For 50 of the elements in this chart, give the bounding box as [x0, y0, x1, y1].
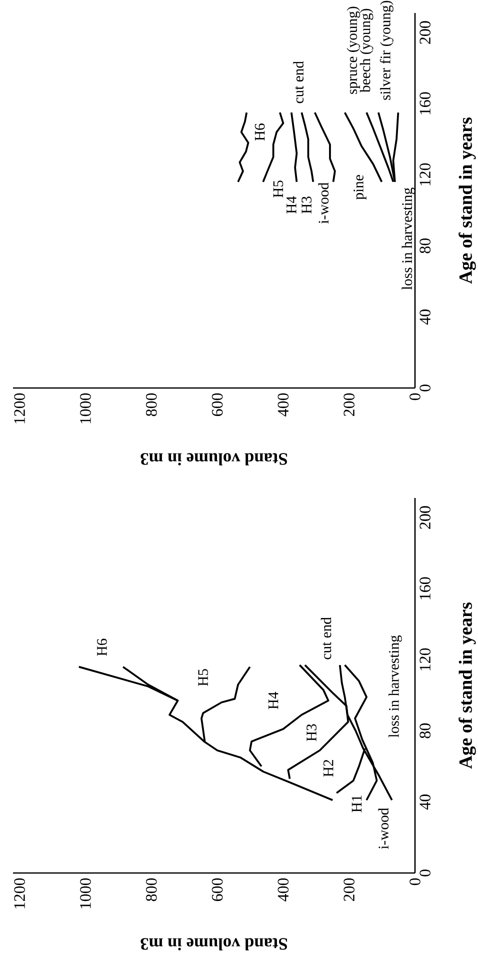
- x-tick-label: 400: [278, 878, 289, 902]
- x-axis-title: Stand volume in m3: [140, 453, 287, 466]
- text: H6: [254, 124, 265, 141]
- x-tick-label: 600: [212, 393, 223, 416]
- text: H4: [268, 692, 278, 710]
- text: H2: [323, 760, 334, 777]
- y-tick-label: 160: [420, 92, 430, 114]
- x-tick-label: 200: [344, 393, 354, 416]
- annotation: loss in harvesting: [402, 188, 416, 290]
- text: silver fir (young): [380, 0, 394, 100]
- y-tick-label: 120: [420, 648, 430, 670]
- y-axis-title: Age of stand in years: [458, 117, 476, 284]
- text: H6: [97, 638, 107, 656]
- text: i-wood: [378, 808, 389, 850]
- y-axis-title: Age of stand in years: [458, 602, 476, 769]
- text: H3: [306, 724, 316, 742]
- text: H5: [273, 180, 284, 198]
- y-tick-label: 80: [420, 238, 430, 254]
- x-tick-label: 400: [278, 393, 289, 416]
- x-axis-title: Stand volume in m3: [140, 938, 287, 950]
- x-tick-label: 200: [344, 878, 354, 901]
- text: H4: [286, 196, 296, 214]
- x-tick-label: 1200: [14, 878, 25, 908]
- x-tick-label: 800: [146, 878, 157, 902]
- text: H5: [198, 669, 208, 686]
- annotation: cut end: [293, 61, 304, 104]
- y-tick-label: 0: [420, 870, 430, 876]
- y-tick-label: 0: [420, 384, 430, 392]
- text: H3: [302, 196, 312, 214]
- text: beech (young): [360, 8, 374, 92]
- y-tick-label: 40: [420, 310, 430, 325]
- annotation: loss in harvesting: [388, 635, 402, 738]
- x-tick-label: 1200: [14, 393, 25, 424]
- y-tick-label: 120: [420, 163, 430, 186]
- y-tick-label: 200: [420, 21, 430, 44]
- x-tick-label: 0: [410, 393, 420, 400]
- y-tick-label: 160: [420, 577, 430, 600]
- y-tick-label: 200: [420, 506, 430, 529]
- text: i-wood: [318, 182, 329, 224]
- text: spruce (young): [346, 6, 360, 94]
- x-tick-label: 1000: [80, 393, 91, 424]
- text: H1: [352, 796, 362, 812]
- text: pine: [354, 175, 366, 200]
- y-tick-label: 80: [420, 723, 430, 738]
- annotation: cut end: [320, 617, 332, 660]
- y-tick-label: 40: [420, 794, 430, 810]
- x-tick-label: 800: [146, 393, 157, 416]
- x-tick-label: 1000: [80, 878, 91, 908]
- x-tick-label: 600: [212, 878, 223, 902]
- x-tick-label: 0: [410, 878, 420, 886]
